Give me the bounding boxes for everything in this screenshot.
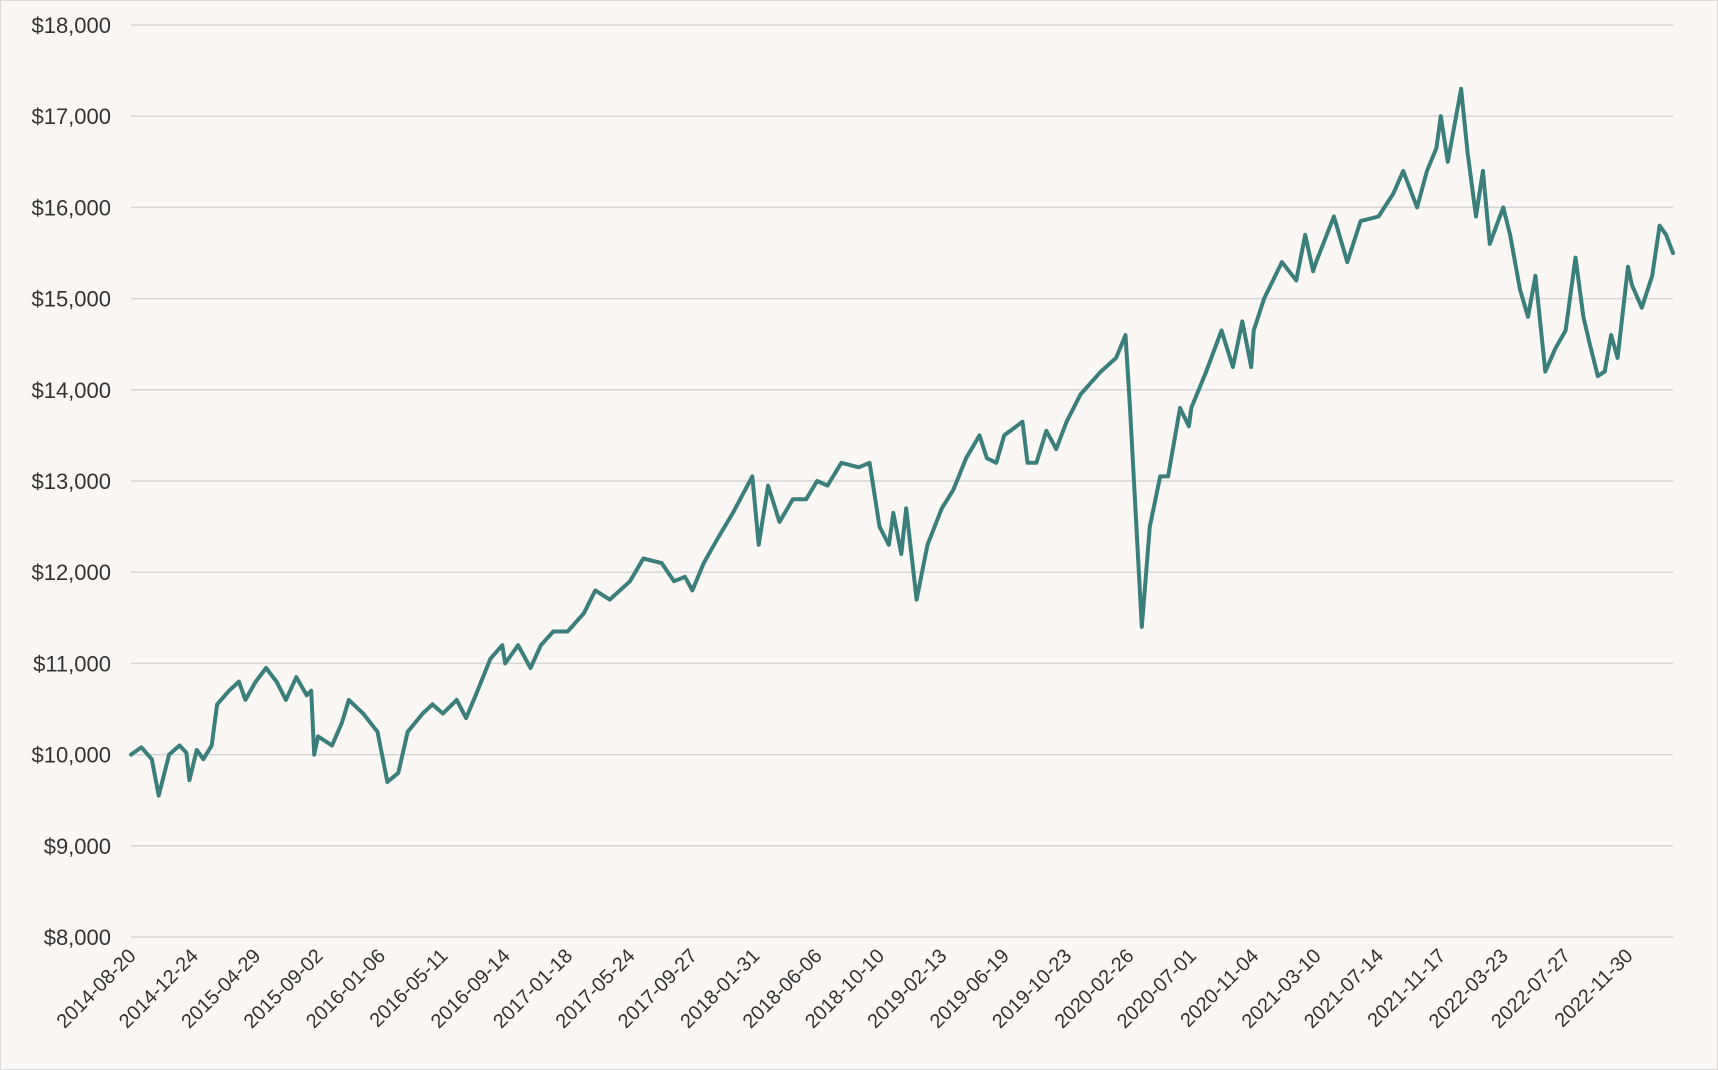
gridlines <box>131 24 1673 938</box>
y-tick-label: $17,000 <box>31 104 111 129</box>
y-tick-label: $8,000 <box>44 925 111 950</box>
series-lines <box>129 86 1675 798</box>
y-axis-tick-labels: $8,000 $9,000 $10,000 $11,000 $12,000 $13,000… <box>31 13 111 950</box>
y-tick-label: $10,000 <box>31 743 111 768</box>
y-tick-label: $13,000 <box>31 469 111 494</box>
y-tick-label: $14,000 <box>31 378 111 403</box>
y-tick-label: $12,000 <box>31 560 111 585</box>
y-tick-label: $15,000 <box>31 287 111 312</box>
y-tick-label: $18,000 <box>31 13 111 38</box>
series-line <box>129 86 1675 798</box>
y-tick-label: $11,000 <box>33 651 111 676</box>
y-tick-label: $16,000 <box>31 195 111 220</box>
x-axis-tick-labels: 2014-08-202014-12-242015-04-292015-09-02… <box>53 945 1638 1033</box>
y-tick-label: $9,000 <box>44 834 111 859</box>
